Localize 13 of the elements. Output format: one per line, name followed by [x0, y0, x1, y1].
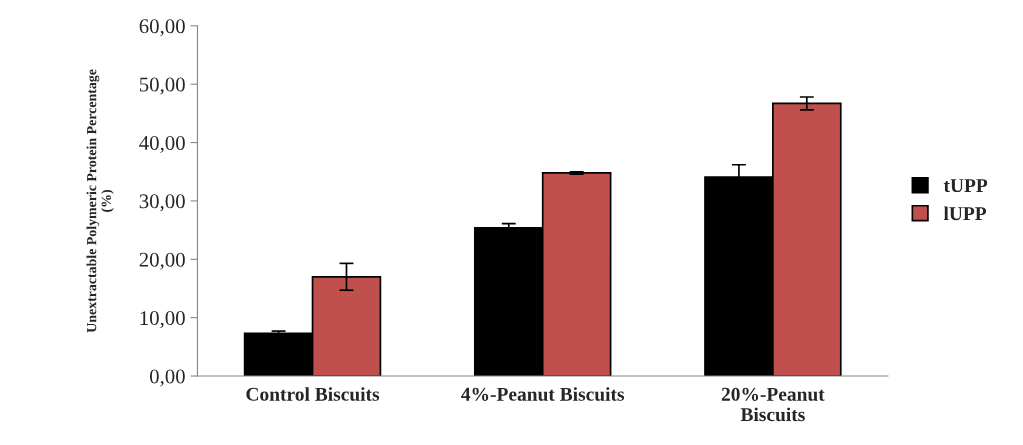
y-tick-label: 30,00: [139, 194, 185, 212]
y-tick-label: 50,00: [139, 77, 185, 95]
y-tick-label: 60,00: [139, 19, 185, 37]
y-tick-label: 10,00: [140, 311, 185, 329]
x-tick-label: Control Biscuits: [246, 387, 380, 401]
y-tick-label: 0,00: [149, 369, 185, 387]
y-tick-label: 40,00: [139, 135, 185, 153]
legend-label: tUPP: [943, 179, 988, 193]
x-tick-label: 4%-Peanut Biscuits: [461, 387, 625, 401]
y-axis-title: Unextractable Polymeric Protein Percentage (%): [86, 69, 114, 333]
legend-label: lUPP: [943, 206, 987, 221]
x-tick-label: 20%-Peanut Biscuits: [721, 387, 825, 422]
y-tick-label: 20,00: [139, 252, 185, 270]
